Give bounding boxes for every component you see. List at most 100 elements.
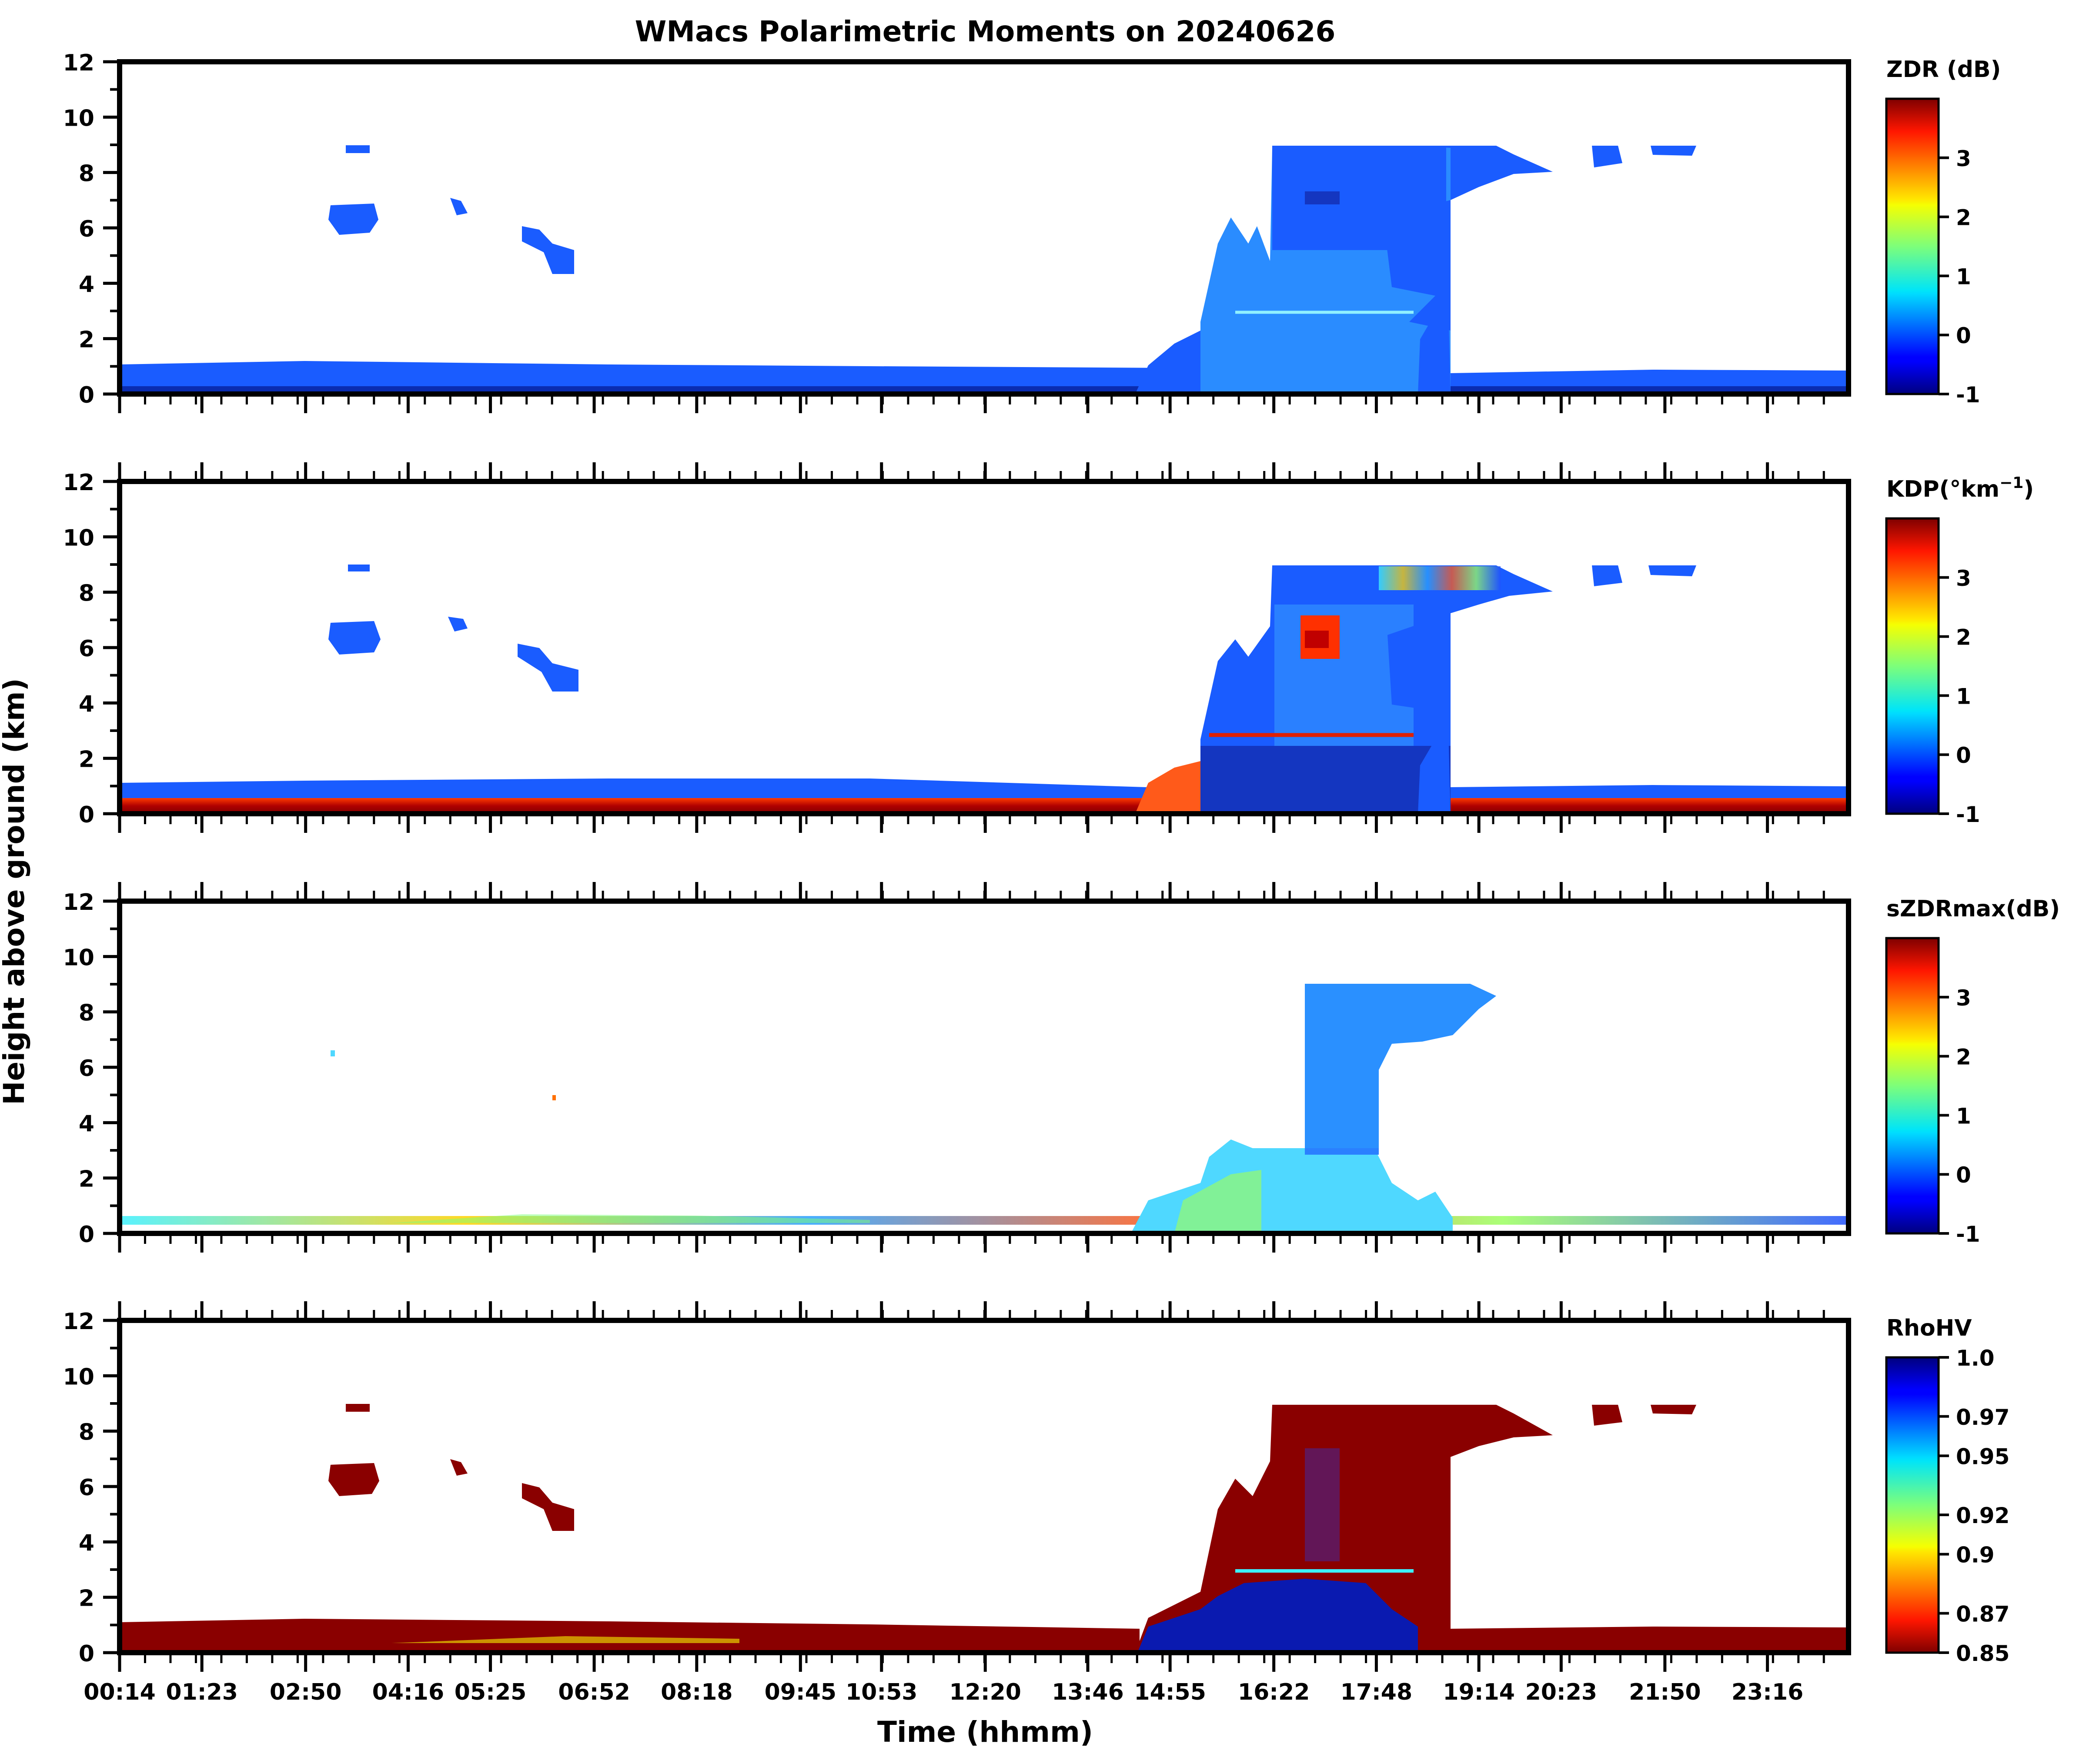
colorbar-tick-label: -1 bbox=[1956, 382, 1980, 408]
rhohv-patch-a bbox=[328, 1463, 379, 1496]
colorbar-tick-label: 3 bbox=[1956, 986, 1971, 1011]
y-tick-label: 4 bbox=[79, 271, 94, 297]
y-tick-label: 4 bbox=[79, 1530, 94, 1556]
y-tick-label: 2 bbox=[79, 327, 94, 353]
colorbar-tick-label: 1 bbox=[1956, 1103, 1971, 1129]
colorbar-label: ZDR (dB) bbox=[1886, 57, 2001, 83]
colorbar-tick-label: 2 bbox=[1956, 625, 1971, 650]
panel-kdp-frame bbox=[117, 479, 1851, 816]
colorbar-kdp: KDP(°km−1) 3 2 1 0 -1 bbox=[1885, 474, 2034, 827]
kdp-upper-right-b bbox=[1648, 565, 1696, 576]
rhohv-boundary-layer-right bbox=[1451, 1627, 1849, 1653]
y-tick-label: 8 bbox=[79, 1000, 94, 1026]
colorbar-tick-label: 0 bbox=[1956, 743, 1971, 768]
kdp-patch-b bbox=[348, 565, 370, 571]
rhohv-storm-blue bbox=[1137, 1579, 1418, 1653]
y-tick-label: 6 bbox=[79, 216, 94, 242]
y-tick-label: 0 bbox=[79, 1641, 94, 1667]
colorbar-gradient bbox=[1885, 97, 1940, 395]
y-tick-label: 12 bbox=[63, 1309, 94, 1335]
rhohv-upper-right-a bbox=[1592, 1405, 1622, 1426]
kdp-upper-anvil bbox=[1379, 565, 1553, 713]
panel-zdr-data bbox=[120, 145, 1849, 394]
rhohv-upper-anvil bbox=[1272, 1405, 1553, 1555]
kdp-high-core-inner bbox=[1305, 631, 1329, 648]
y-tick-label: 10 bbox=[63, 105, 94, 131]
y-tick-label: 8 bbox=[79, 1420, 94, 1446]
x-tick-label: 13:46 bbox=[1052, 1679, 1124, 1705]
colorbar-tick-label: 0.97 bbox=[1956, 1405, 2009, 1430]
y-axis-label: Height above ground (km) bbox=[0, 678, 31, 1105]
colorbar-label-end: ) bbox=[2023, 476, 2034, 502]
colorbar-tick-label: 3 bbox=[1956, 146, 1971, 171]
x-tick-label: 00:14 bbox=[84, 1679, 156, 1705]
x-axis-label: Time (hhmm) bbox=[877, 1715, 1093, 1749]
x-tick-label: 21:50 bbox=[1629, 1679, 1701, 1705]
rhohv-patch-c bbox=[450, 1459, 468, 1476]
y-tick-label: 0 bbox=[79, 1222, 94, 1248]
panel-rhohv: 0 2 4 6 8 10 12 00:14 01:23 02:50 04:16 05:25 06:52… bbox=[63, 1301, 1851, 1705]
zdr-patch-b bbox=[346, 145, 370, 153]
colorbar-tick-label: -1 bbox=[1956, 802, 1980, 827]
y-tick-label: 0 bbox=[79, 382, 94, 408]
colorbar-zdr: ZDR (dB) 3 2 1 0 -1 bbox=[1885, 57, 2001, 408]
panel-szdrmax-xticks bbox=[118, 882, 1825, 1253]
zdr-upper-right-a bbox=[1592, 146, 1622, 167]
x-tick-label: 20:23 bbox=[1525, 1679, 1598, 1705]
colorbar-tick-label: 0.85 bbox=[1956, 1641, 2009, 1666]
y-tick-label: 12 bbox=[63, 470, 94, 496]
y-tick-label: 6 bbox=[79, 636, 94, 662]
rhohv-column-noise bbox=[1305, 1448, 1340, 1561]
colorbar-tick-label: 0 bbox=[1956, 323, 1971, 348]
x-tick-label: 04:16 bbox=[372, 1679, 445, 1705]
colorbar-tick-label: 3 bbox=[1956, 566, 1971, 591]
x-tick-label: 12:20 bbox=[949, 1679, 1021, 1705]
colorbar-tick-label: 2 bbox=[1956, 1045, 1971, 1070]
szdr-speck-b bbox=[552, 1095, 556, 1100]
y-tick-label: 10 bbox=[63, 525, 94, 551]
y-tick-label: 6 bbox=[79, 1475, 94, 1501]
colorbar-rhohv: RhoHV 1.0 0.97 0.95 0.92 0.9 0.87 0.85 bbox=[1885, 1315, 2009, 1666]
zdr-surface-stripe bbox=[120, 386, 1849, 392]
x-tick-label: 17:48 bbox=[1341, 1679, 1413, 1705]
kdp-upper-noise bbox=[1379, 566, 1501, 590]
colorbars: ZDR (dB)3210-1KDP(°km−1)3210-1sZDRmax(dB… bbox=[1885, 57, 2060, 1666]
x-tick-label: 05:25 bbox=[455, 1679, 527, 1705]
colorbar-tick-label: 0.95 bbox=[1956, 1444, 2009, 1469]
colorbar-tick-label: 1.0 bbox=[1956, 1346, 1995, 1371]
panel-kdp-xticks bbox=[118, 462, 1825, 833]
rhohv-patch-d bbox=[522, 1483, 574, 1531]
y-tick-label: 0 bbox=[79, 802, 94, 828]
rhohv-patch-b bbox=[346, 1404, 370, 1412]
y-tick-label: 8 bbox=[79, 161, 94, 187]
colorbar-tick-label: -1 bbox=[1956, 1222, 1980, 1247]
zdr-upper-right-b bbox=[1651, 146, 1696, 156]
zdr-storm-ramp bbox=[1135, 331, 1200, 394]
zdr-patch-a bbox=[328, 204, 378, 235]
y-tick-label: 2 bbox=[79, 747, 94, 773]
y-tick-label: 2 bbox=[79, 1586, 94, 1612]
panel-szdrmax: 0 2 4 6 8 10 12 bbox=[63, 882, 1851, 1253]
colorbar-label-main: sZDRmax(dB) bbox=[1886, 896, 2060, 922]
colorbar-label: RhoHV bbox=[1886, 1315, 1972, 1341]
panel-rhohv-xticks: 00:14 01:23 02:50 04:16 05:25 06:52 08:18 09:45… bbox=[84, 1301, 1825, 1705]
colorbar-szdrmax: sZDRmax(dB) 3 2 1 0 -1 bbox=[1885, 896, 2060, 1247]
colorbar-label: sZDRmax(dB) bbox=[1886, 896, 2060, 922]
panel-kdp: 0 2 4 6 8 10 12 bbox=[63, 462, 1851, 833]
x-tick-label: 09:45 bbox=[765, 1679, 837, 1705]
panel-zdr-yticks: 0 2 4 6 8 10 12 bbox=[63, 50, 120, 408]
y-tick-label: 2 bbox=[79, 1166, 94, 1193]
rhohv-boundary-layer bbox=[120, 1619, 1140, 1653]
y-tick-label: 10 bbox=[63, 945, 94, 971]
panel-szdrmax-data bbox=[120, 984, 1849, 1233]
kdp-patch-a bbox=[328, 621, 381, 655]
y-tick-label: 10 bbox=[63, 1364, 94, 1390]
colorbar-tick-label: 2 bbox=[1956, 205, 1971, 231]
panel-rhohv-frame bbox=[117, 1318, 1851, 1655]
figure-title: WMacs Polarimetric Moments on 20240626 bbox=[635, 15, 1336, 48]
kdp-patch-c bbox=[448, 617, 468, 631]
x-tick-label: 06:52 bbox=[558, 1679, 630, 1705]
panel-kdp-data bbox=[120, 565, 1849, 814]
y-tick-label: 6 bbox=[79, 1056, 94, 1082]
